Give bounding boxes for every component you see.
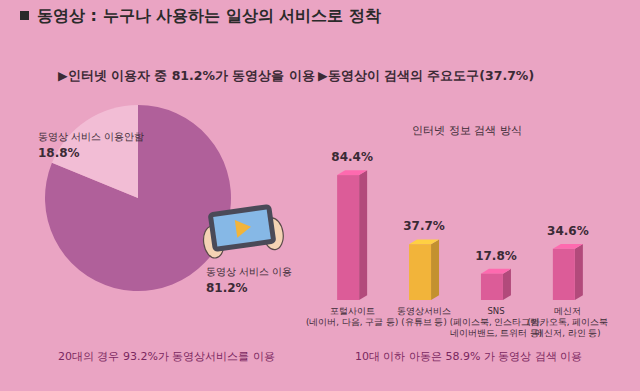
bar-top [553,244,583,249]
bar-top [481,269,511,274]
annotation: 10대 이하 아동은 58.9% 가 동영상 검색 이용 [355,350,582,363]
tick-label-line: (네이버, 다음, 구글 등) [306,317,398,327]
slice-label: 동영상 서비스 이용 [206,266,292,277]
chart-title: ▶동영상이 검색의 주요도구(37.7%) [318,68,534,83]
tick-label-line: 동영상서비스 [397,306,451,316]
data-label: 34.6% [547,224,589,238]
annotation: 20대의 경우 93.2%가 동영상서비스를 이용 [58,350,275,363]
x-axis: 포털사이트(네이버, 다음, 구글 등)동영상서비스(유튜브 등)SNS(페이스… [306,306,608,338]
data-label: 17.8% [475,249,517,263]
tick-label: 포털사이트(네이버, 다음, 구글 등) [306,306,398,327]
title-bullet [20,11,29,20]
play-icon [235,218,252,238]
tick: 동영상서비스(유튜브 등) [397,306,451,327]
canvas: 동영상 : 누구나 사용하는 일상의 서비스로 정착 ▶인터넷 이용자 중 81.… [0,0,640,391]
bar [481,274,503,300]
tick-label-line: 네이버밴드, 트위터 등) [450,328,542,338]
tick-label-line: 포털사이트 [330,306,375,316]
bar-side [503,269,511,300]
pie-chart: ▶인터넷 이용자 중 81.2%가 동영상을 이용동영상 서비스 이용 81.2%… [38,68,315,363]
bar-side [431,239,439,300]
bar-chart: ▶동영상이 검색의 주요도구(37.7%) 인터넷 정보 검색 방식 84.4% 37… [306,68,608,363]
page-title: 동영상 : 누구나 사용하는 일상의 서비스로 정착 [37,6,381,25]
tick-label-line: 메신저, 라인 등) [535,328,600,338]
chart-subtitle: 인터넷 정보 검색 방식 [412,124,522,137]
tick-label-line: (유튜브 등) [401,317,446,327]
phone-screen [213,209,271,246]
data-label: 37.7% [403,219,445,233]
bars [337,170,583,300]
chart-title: ▶인터넷 이용자 중 81.2%가 동영상을 이용 [58,68,315,83]
bar-top [337,170,367,175]
bar-top [409,239,439,244]
phone-body [208,204,277,253]
phone-icon [200,203,286,260]
bar-side [575,244,583,300]
bar [409,244,431,300]
bar [553,249,575,300]
tick-label: 메신저(카카오톡, 페이스북메신저, 라인 등) [527,306,608,338]
bar [337,175,359,300]
tick: 메신저(카카오톡, 페이스북메신저, 라인 등) [527,306,608,338]
data-label: 84.4% [331,150,373,164]
tick-label-line: SNS [487,306,504,316]
tick-label: 동영상서비스(유튜브 등) [397,306,451,327]
slice-label: 동영상 서비스 이용안함 [38,131,144,142]
slice-value: 81.2% [206,281,248,295]
tick: 포털사이트(네이버, 다음, 구글 등) [306,306,398,327]
tick-label-line: 메신저 [554,306,581,316]
slice-value: 18.8% [38,146,80,160]
bar-side [359,170,367,300]
tick-label-line: (카카오톡, 페이스북 [527,317,608,327]
